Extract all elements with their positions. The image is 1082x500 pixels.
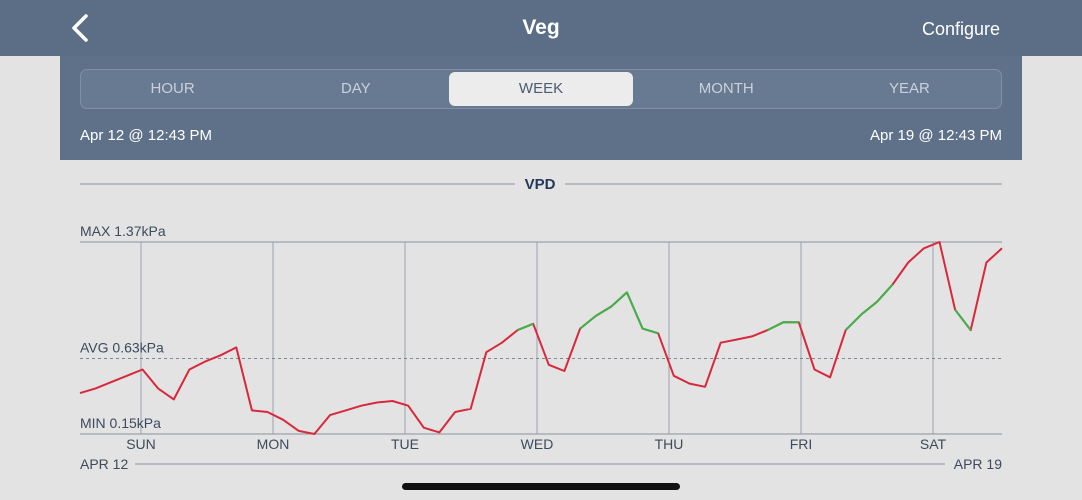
tab[interactable]: HOUR: [150, 80, 195, 97]
configure-button[interactable]: Configure: [921, 19, 1000, 39]
y-tick-label: MIN 0.15kPa: [80, 415, 161, 431]
tab[interactable]: WEEK: [449, 72, 633, 106]
y-tick-label: MAX 1.37kPa: [80, 223, 166, 239]
end-date: Apr 19 @ 12:43 PM: [870, 127, 1002, 144]
title: Veg: [522, 16, 560, 39]
back-icon[interactable]: [62, 0, 102, 56]
nav-bar: Veg Configure: [0, 0, 1082, 56]
day-label: THU: [655, 436, 684, 452]
series-line: [79, 241, 1003, 435]
y-tick-label: AVG 0.63kPa: [80, 339, 164, 355]
end-label: APR 19: [954, 456, 1002, 472]
home-indicator: [402, 483, 680, 490]
start-label: APR 12: [80, 456, 128, 472]
day-label: MON: [257, 436, 290, 452]
tab[interactable]: YEAR: [888, 80, 930, 97]
chart-title: VPD: [525, 176, 556, 193]
range-panel: HOUR DAY WEEK MONTH YEAR Apr 12 @ 12:43 PM A…: [60, 56, 1022, 160]
tab[interactable]: MONTH: [698, 80, 754, 97]
series-line: [517, 283, 972, 335]
tab[interactable]: DAY: [340, 80, 371, 97]
day-label: SUN: [126, 436, 156, 452]
day-label: WED: [521, 436, 554, 452]
day-label: TUE: [391, 436, 419, 452]
day-label: SAT: [920, 436, 947, 452]
segmented-control: HOUR DAY WEEK MONTH YEAR: [80, 69, 1002, 109]
day-label: FRI: [790, 436, 813, 452]
start-date: Apr 12 @ 12:43 PM: [80, 127, 212, 144]
